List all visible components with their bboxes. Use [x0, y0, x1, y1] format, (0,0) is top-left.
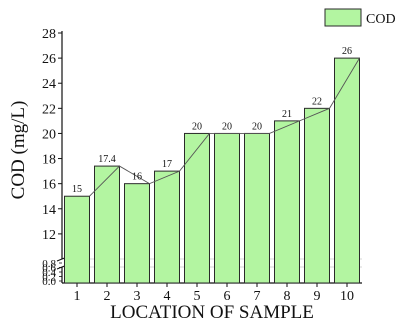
- x-tick-label-2: 2: [104, 289, 111, 304]
- bar-10: [334, 57, 360, 284]
- x-tick-label-3: 3: [134, 289, 141, 304]
- bar-3: [124, 183, 150, 284]
- bar-9: [304, 107, 330, 284]
- data-label-7: 20: [252, 121, 262, 132]
- y-tick-label-14: 14: [42, 203, 56, 218]
- legend: COD: [324, 8, 396, 27]
- connecting-line: [89, 57, 360, 197]
- data-label-6: 20: [222, 121, 232, 132]
- x-tick-label-9: 9: [314, 289, 321, 304]
- y-tick-label-low-0.0: 0.0: [42, 276, 56, 288]
- data-labels: 15 17.4 16 17 20 20 20 21 22 26: [72, 46, 352, 195]
- y-tick-label-28: 28: [42, 27, 56, 42]
- legend-swatch: [324, 8, 362, 27]
- y-tick-label-low-0.2: 0.2: [42, 272, 56, 284]
- y-tick-label-16: 16: [42, 178, 56, 193]
- bar-8: [274, 120, 300, 284]
- data-label-3: 16: [132, 172, 142, 183]
- y-tick-label-20: 20: [42, 127, 56, 142]
- data-label-10: 26: [342, 46, 352, 57]
- y-tick-label-12: 12: [42, 228, 56, 243]
- y-tick-label-low-0.4: 0.4: [42, 267, 56, 279]
- axis-break-band: [58, 259, 366, 267]
- x-tick-label-4: 4: [164, 289, 171, 304]
- x-tick-label-1: 1: [74, 289, 81, 304]
- legend-label: COD: [366, 12, 396, 27]
- data-label-4: 17: [162, 159, 172, 170]
- bars: [64, 57, 360, 284]
- x-tick-label-7: 7: [254, 289, 261, 304]
- bar-4: [154, 170, 180, 284]
- bar-7: [244, 132, 270, 284]
- bar-5: [184, 132, 210, 284]
- bar-1: [64, 195, 90, 284]
- x-tick-label-8: 8: [284, 289, 291, 304]
- x-tick-label-10: 10: [340, 289, 354, 304]
- y-axis-title: COD (mg/L): [8, 101, 29, 200]
- data-label-1: 15: [72, 184, 82, 195]
- x-axis-title: LOCATION OF SAMPLE: [110, 302, 314, 323]
- data-label-8: 21: [282, 109, 292, 120]
- data-label-5: 20: [192, 121, 202, 132]
- y-tick-label-22: 22: [42, 102, 56, 117]
- data-label-9: 22: [312, 96, 322, 107]
- y-tick-label-low-0.6: 0.6: [42, 263, 56, 275]
- bar-2: [94, 165, 120, 284]
- bar-6: [214, 132, 240, 284]
- y-tick-label-24: 24: [42, 77, 56, 92]
- data-label-2: 17.4: [98, 154, 116, 165]
- trend-line: [89, 57, 360, 197]
- y-tick-label-low-0.8: 0.8: [42, 258, 56, 270]
- y-tick-label-18: 18: [42, 153, 56, 168]
- x-tick-label-6: 6: [224, 289, 231, 304]
- x-tick-label-5: 5: [194, 289, 201, 304]
- y-tick-label-26: 26: [42, 52, 56, 67]
